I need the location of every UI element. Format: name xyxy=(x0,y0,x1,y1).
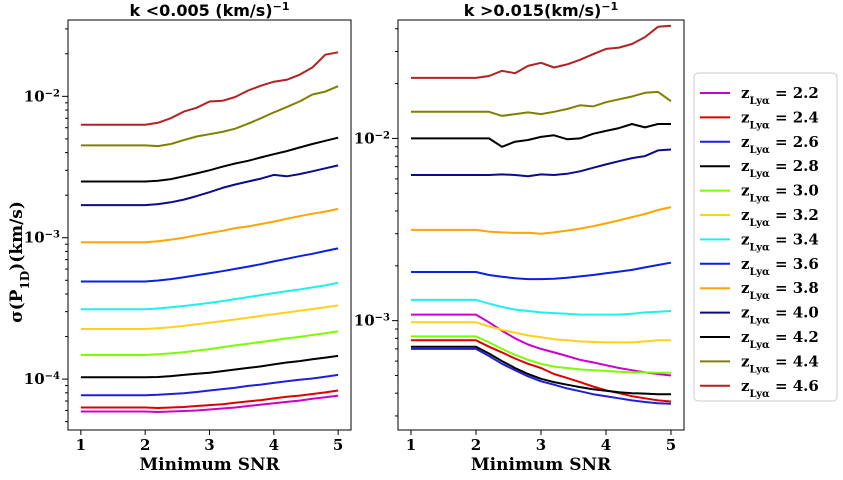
series-line-3.6 xyxy=(411,261,672,281)
series-line-3.4 xyxy=(411,298,672,316)
y-tick-label: 10−2 xyxy=(354,129,390,147)
x-axis-title: Minimum SNR xyxy=(139,455,280,475)
series-line-4.2 xyxy=(80,136,339,183)
series-line-4.2 xyxy=(411,123,671,148)
series-line-4.6 xyxy=(411,24,672,79)
series-line-4.4 xyxy=(80,85,339,148)
series-line-2.8 xyxy=(80,354,339,379)
x-tick-label: 5 xyxy=(666,436,676,454)
y-tick-label: 10−3 xyxy=(354,312,390,330)
series-line-3.0 xyxy=(411,335,671,374)
series-line-2.4 xyxy=(411,339,672,403)
series-line-2.6 xyxy=(80,373,339,397)
y-tick-label: 10−3 xyxy=(24,229,60,247)
x-tick-label: 4 xyxy=(601,436,611,454)
x-tick-label: 2 xyxy=(471,436,481,454)
series-line-2.4 xyxy=(80,389,339,409)
y-tick-label: 10−2 xyxy=(24,87,60,105)
series-line-3.0 xyxy=(80,330,339,356)
panel-title: k <0.005 (km/s)−1 xyxy=(130,0,290,20)
series-line-4.0 xyxy=(411,148,672,178)
series-line-3.2 xyxy=(80,304,339,330)
y-tick-label: 10−4 xyxy=(24,370,60,388)
y-axis-title: σ(P1D)(km/s) xyxy=(7,201,32,323)
x-tick-label: 1 xyxy=(76,436,86,454)
panel-title: k >0.015(km/s)−1 xyxy=(464,0,618,20)
series-line-2.6 xyxy=(411,347,672,405)
series-line-3.8 xyxy=(80,207,339,244)
x-tick-label: 3 xyxy=(536,436,546,454)
x-tick-label: 4 xyxy=(269,436,279,454)
series-line-3.8 xyxy=(411,206,672,235)
panel-2: k >0.015(km/s)−1 1 2 3 4 5 Minimum SNR 10−2 10−3 xyxy=(354,0,685,475)
x-tick-label: 5 xyxy=(333,436,343,454)
series-line-2.8 xyxy=(411,345,671,396)
series-line-2.2 xyxy=(80,394,339,413)
series-line-4.6 xyxy=(80,51,339,126)
series-line-4.4 xyxy=(411,90,672,117)
series-line-3.4 xyxy=(80,281,339,311)
x-tick-label: 2 xyxy=(140,436,150,454)
legend-frame xyxy=(693,72,838,402)
plot-frame xyxy=(67,19,352,431)
x-tick-label: 1 xyxy=(406,436,416,454)
series-line-2.2 xyxy=(411,313,672,377)
x-tick-label: 3 xyxy=(204,436,214,454)
series-line-3.6 xyxy=(80,247,339,283)
series-line-4.0 xyxy=(80,164,339,207)
x-axis-title: Minimum SNR xyxy=(471,455,612,475)
panel-1: k <0.005 (km/s)−1 1 2 3 4 5 Minimum SNR 10−2 10−… xyxy=(24,0,352,475)
series-line-3.2 xyxy=(411,321,671,344)
